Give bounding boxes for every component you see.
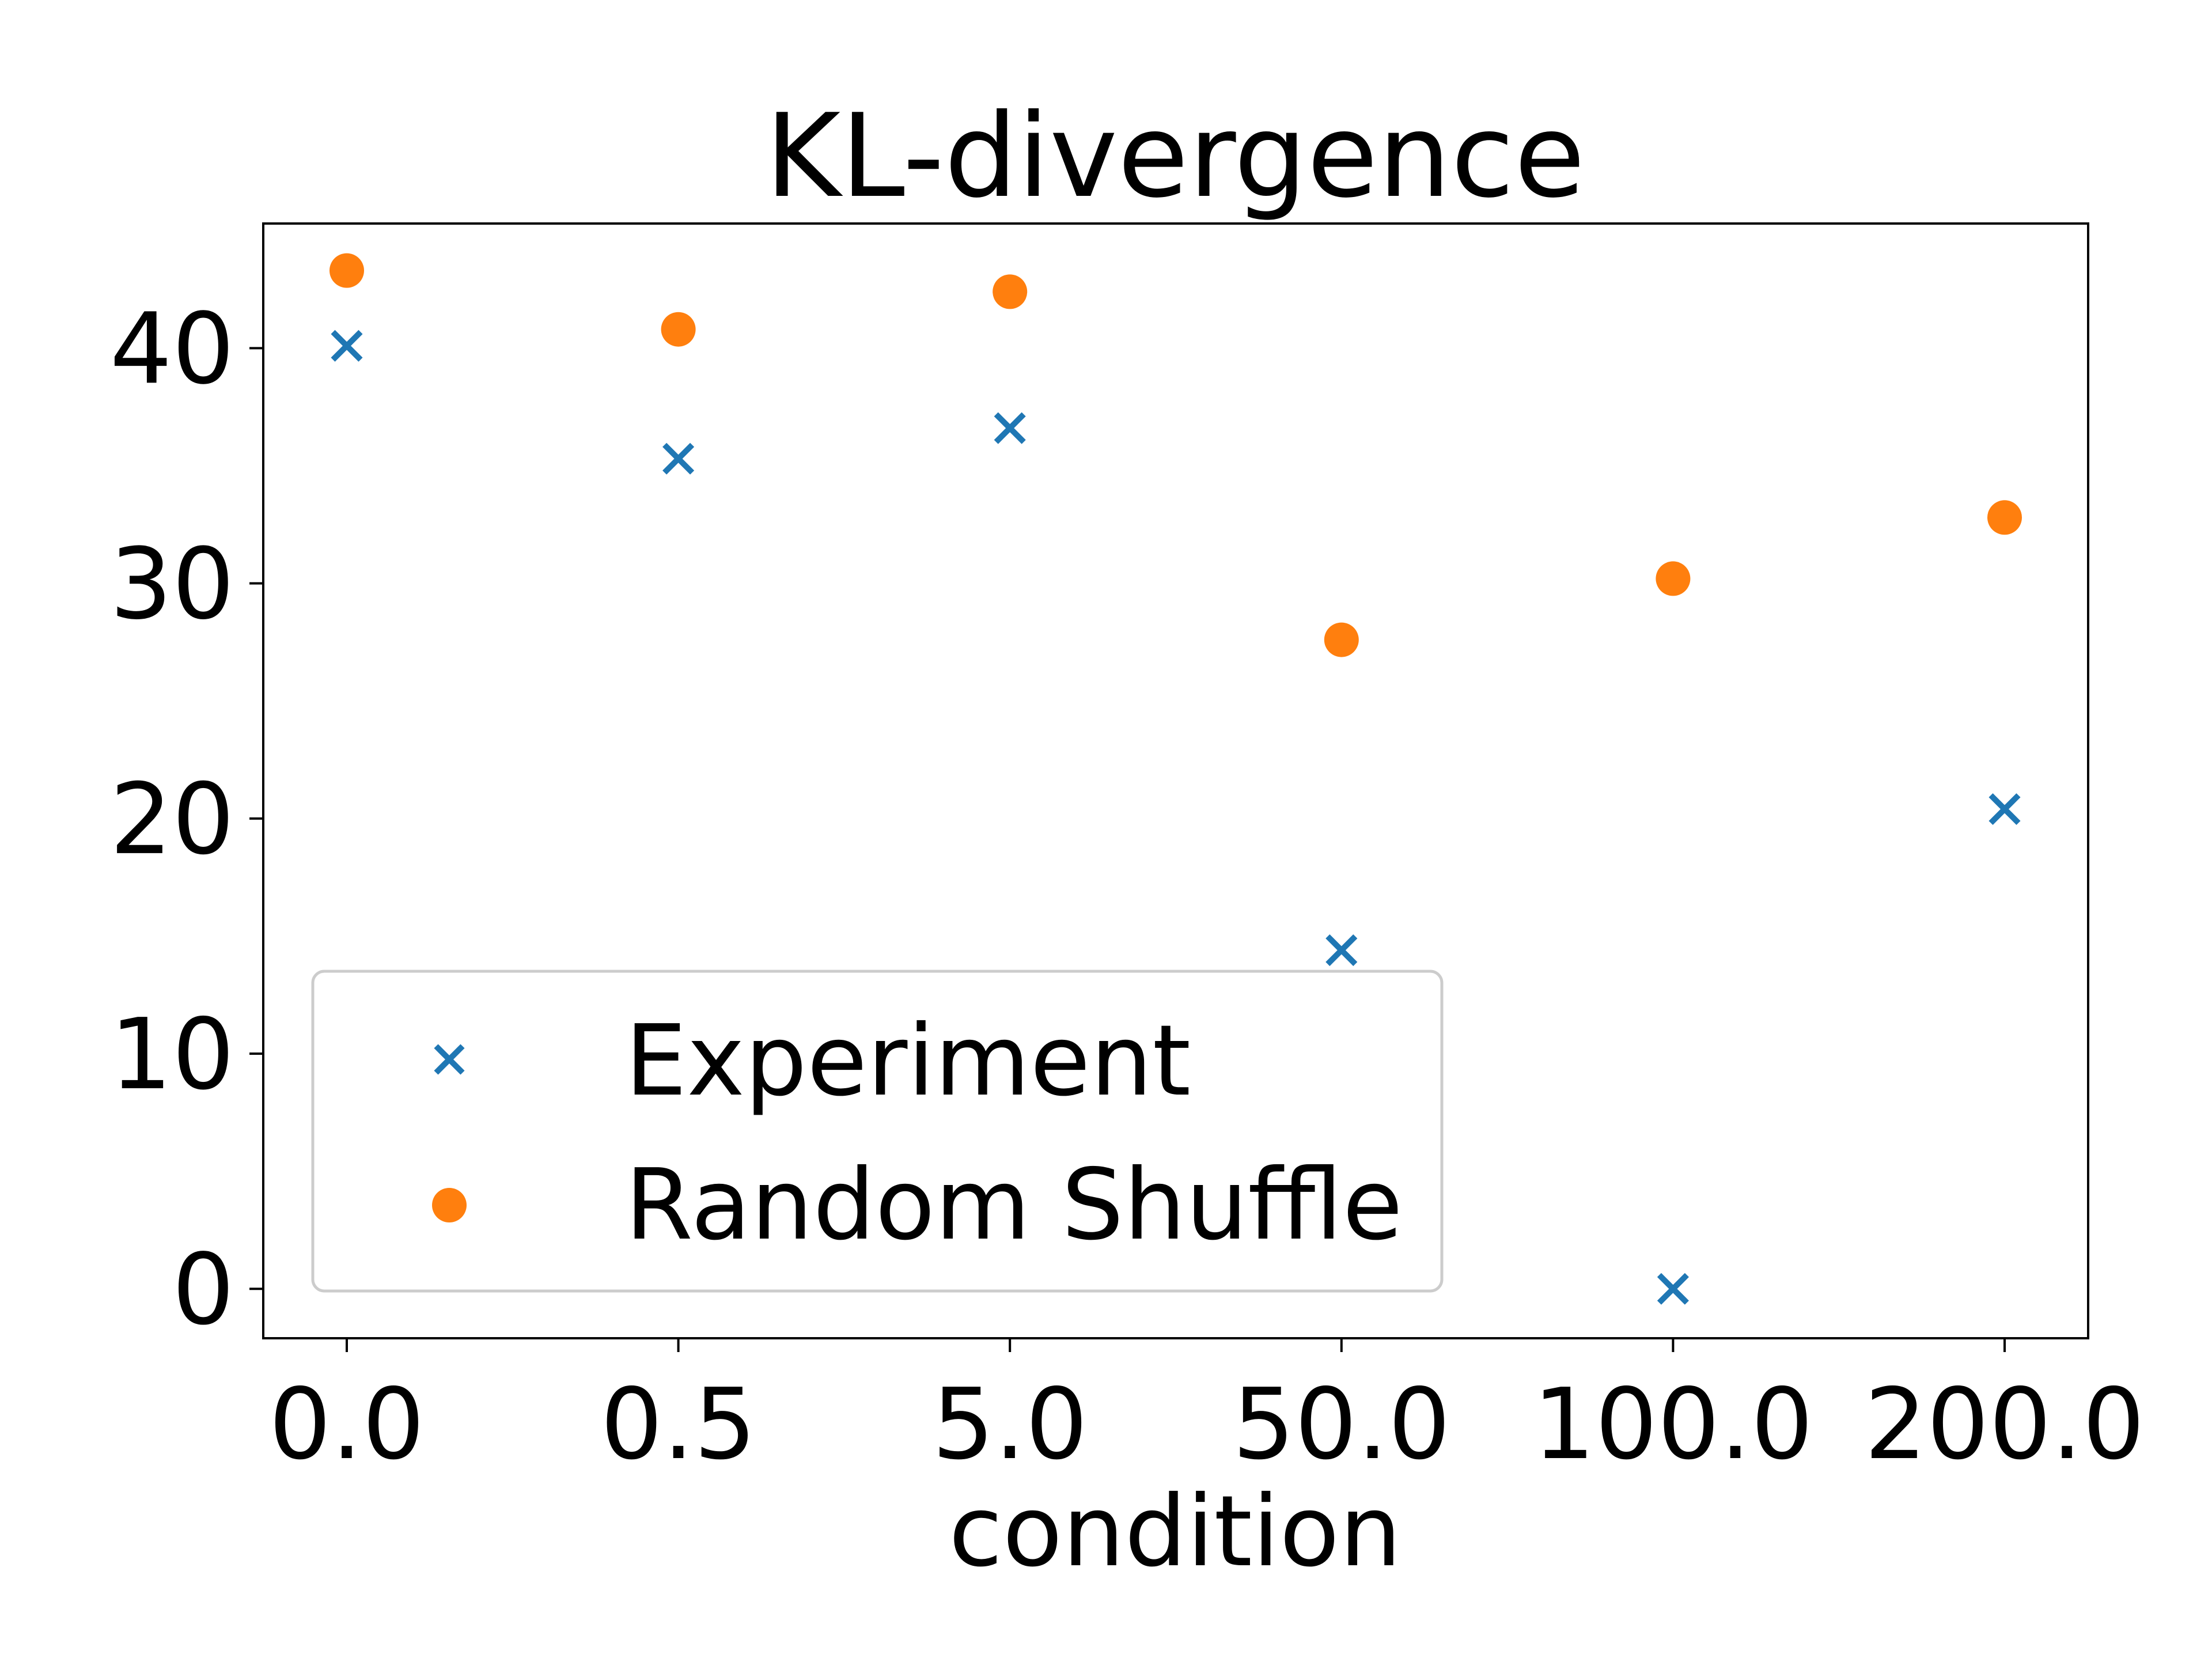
data-point-random-shuffle (661, 312, 696, 347)
data-point-random-shuffle (1987, 500, 2022, 535)
y-tick-label: 40 (110, 292, 234, 406)
legend: Experiment Random Shuffle (311, 970, 1444, 1293)
x-axis-label: condition (949, 1475, 1402, 1589)
y-tick-label: 10 (110, 998, 234, 1112)
legend-label-experiment: Experiment (625, 1004, 1191, 1118)
data-point-experiment (1657, 1273, 1689, 1305)
legend-label-random-shuffle: Random Shuffle (625, 1148, 1403, 1262)
data-point-experiment (662, 442, 695, 475)
legend-frame (311, 970, 1444, 1293)
x-tick-label: 50.0 (1233, 1368, 1451, 1482)
x-tick-label: 0.0 (269, 1368, 425, 1482)
y-tick-label: 20 (110, 763, 234, 877)
data-point-experiment (331, 330, 363, 362)
points-layer (329, 253, 2022, 1305)
y-tick-label: 30 (110, 528, 234, 642)
chart-title: KL-divergence (765, 89, 1585, 224)
data-point-experiment (1988, 793, 2021, 826)
data-point-experiment (1325, 934, 1358, 966)
data-point-experiment (994, 412, 1026, 444)
x-tick-label: 0.5 (600, 1368, 756, 1482)
plot-frame (262, 222, 2089, 1339)
data-point-random-shuffle (993, 274, 1028, 309)
data-point-random-shuffle (329, 253, 364, 288)
x-tick-label: 100.0 (1533, 1368, 1813, 1482)
data-point-random-shuffle (1656, 561, 1691, 596)
x-tick-label: 200.0 (1865, 1368, 2145, 1482)
x-tick-label: 5.0 (932, 1368, 1088, 1482)
data-point-random-shuffle (1324, 622, 1359, 657)
legend-marker-random-shuffle (432, 1188, 467, 1222)
ticks-layer: 0.0 0.5 5.0 50.0 100.0 200.0 0 10 20 30 40 (110, 292, 2145, 1482)
y-tick-label: 0 (172, 1233, 234, 1347)
legend-marker-experiment (434, 1044, 465, 1075)
